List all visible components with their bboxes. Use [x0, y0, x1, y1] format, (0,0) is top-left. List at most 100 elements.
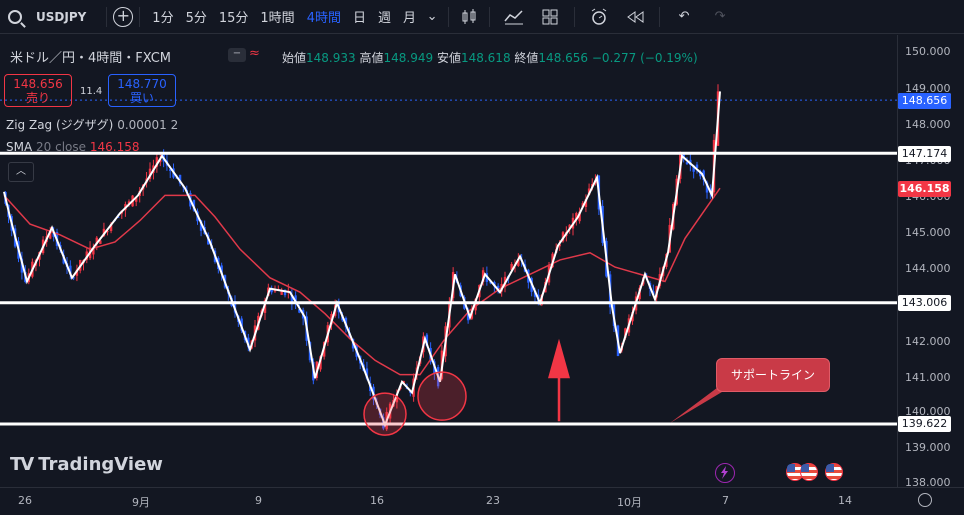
- time-tick-label: 26: [18, 494, 32, 507]
- candle-body: [72, 277, 75, 279]
- candle-body: [517, 258, 520, 266]
- chevron-up-icon: ︿: [16, 166, 26, 177]
- candle-body: [273, 289, 277, 292]
- price-tick-label: 150.000: [905, 45, 951, 58]
- low-value: 148.618: [460, 51, 511, 65]
- collapse-legend-button[interactable]: ︿: [8, 162, 34, 182]
- candle-body: [692, 165, 695, 172]
- candle-body: [283, 289, 287, 296]
- us-flag-event-icon[interactable]: [800, 463, 818, 481]
- price-chart[interactable]: [0, 35, 897, 487]
- indicators-icon[interactable]: [496, 0, 532, 34]
- change-value: −0.277 (−0.19%): [591, 51, 698, 65]
- time-tick-label: 16: [370, 494, 384, 507]
- lightning-event-icon[interactable]: [715, 463, 735, 483]
- price-tick-label: 142.000: [905, 335, 951, 348]
- time-tick-label: 7: [722, 494, 729, 507]
- price-tick-label: 141.000: [905, 371, 951, 384]
- tv-icon: TV: [10, 454, 34, 475]
- settings-gear-icon[interactable]: [918, 493, 932, 507]
- timeframe-4h[interactable]: 4時間: [306, 11, 341, 26]
- plus-icon: +: [113, 6, 134, 27]
- sell-button[interactable]: 148.656 売り: [4, 74, 72, 107]
- buy-label: 買い: [129, 91, 154, 105]
- alarm-icon: [591, 8, 607, 25]
- close-value: 148.656: [538, 51, 589, 65]
- minus-icon[interactable]: −: [228, 48, 246, 62]
- time-tick-label: 23: [486, 494, 500, 507]
- high-value: 148.949: [383, 51, 434, 65]
- grid-icon: [542, 9, 558, 24]
- candle-body: [533, 290, 537, 297]
- price-tick-label: 140.000: [905, 405, 951, 418]
- waves-icon[interactable]: ≈: [249, 46, 260, 61]
- candle-body: [425, 334, 429, 347]
- search-icon[interactable]: [8, 9, 22, 24]
- undo-icon[interactable]: ↶: [678, 9, 690, 24]
- zigzag-name: Zig Zag (ジグザグ): [6, 118, 114, 132]
- price-tick-label: 139.000: [905, 441, 951, 454]
- time-tick-label: 9月: [132, 496, 150, 509]
- price-tick-label: 144.000: [905, 262, 951, 275]
- timeframe-1h[interactable]: 1時間: [260, 11, 295, 26]
- divider: [489, 6, 491, 27]
- zigzag-params: 0.00001 2: [117, 118, 179, 132]
- timeframe-5m[interactable]: 5分: [185, 11, 207, 26]
- redo-icon[interactable]: ↷: [714, 9, 726, 24]
- tradingview-logo: TV TradingView: [10, 454, 163, 475]
- time-axis[interactable]: [0, 487, 964, 515]
- candle-body: [466, 309, 470, 321]
- mid-price-label: 143.006: [898, 295, 951, 311]
- last-price-label: 148.656: [898, 93, 951, 109]
- replay-icon[interactable]: [617, 0, 653, 34]
- candle-body: [481, 270, 485, 282]
- candle-body: [199, 220, 203, 231]
- zigzag-legend[interactable]: Zig Zag (ジグザグ) 0.00001 2: [6, 116, 178, 133]
- divider: [574, 6, 576, 27]
- candle-body: [109, 223, 113, 232]
- candle-body: [558, 244, 561, 247]
- sell-price: 148.656: [13, 77, 63, 91]
- zigzag-line: [3, 91, 721, 428]
- alert-clock-icon[interactable]: [581, 0, 617, 34]
- price-tick-label: 138.000: [905, 476, 951, 489]
- timeframe-15m[interactable]: 15分: [218, 11, 249, 26]
- chevron-down-icon[interactable]: ⌄: [426, 9, 438, 24]
- brand-name: TradingView: [38, 454, 163, 475]
- layout-grid-icon[interactable]: [532, 0, 568, 34]
- open-label: 始値: [282, 51, 307, 65]
- candle-body: [135, 197, 138, 202]
- candle-body: [75, 269, 79, 276]
- symbol-button[interactable]: USDJPY: [36, 9, 87, 24]
- candle-body: [178, 174, 182, 184]
- sma-line: [3, 187, 721, 376]
- timeframe-1d[interactable]: 日: [352, 11, 366, 26]
- price-axis[interactable]: [897, 35, 964, 487]
- timeframe-1mo[interactable]: 月: [403, 11, 417, 26]
- buy-button[interactable]: 148.770 買い: [108, 74, 176, 107]
- candle-body: [95, 237, 98, 245]
- timeframe-1w[interactable]: 週: [377, 11, 391, 26]
- divider: [139, 6, 141, 27]
- candle-body: [159, 159, 162, 163]
- ohlc-legend: 始値148.933 高値148.949 安値148.618 終値148.656 …: [282, 49, 698, 66]
- sma-price-label: 146.158: [898, 181, 951, 197]
- support-line-callout[interactable]: サポートライン: [716, 358, 830, 392]
- low-highlight-circle: [363, 392, 407, 436]
- compare-add-button[interactable]: +: [113, 0, 134, 34]
- candle-body: [578, 211, 581, 222]
- candle-body: [682, 153, 685, 159]
- close-label: 終値: [514, 51, 539, 65]
- sma-legend[interactable]: SMA 20 close 146.158: [6, 140, 139, 154]
- support-price-label: 139.622: [898, 416, 951, 432]
- candle-body: [270, 288, 273, 293]
- timeframe-1m[interactable]: 1分: [152, 11, 174, 26]
- time-tick-label: 10月: [617, 496, 642, 509]
- time-tick-label: 14: [838, 494, 852, 507]
- candle-body: [568, 224, 571, 229]
- us-flag-event-icon[interactable]: [825, 463, 843, 481]
- price-tick-label: 149.000: [905, 82, 951, 95]
- candle-body: [584, 199, 588, 207]
- candle-type-icon[interactable]: [455, 0, 483, 34]
- candle-body: [510, 263, 513, 270]
